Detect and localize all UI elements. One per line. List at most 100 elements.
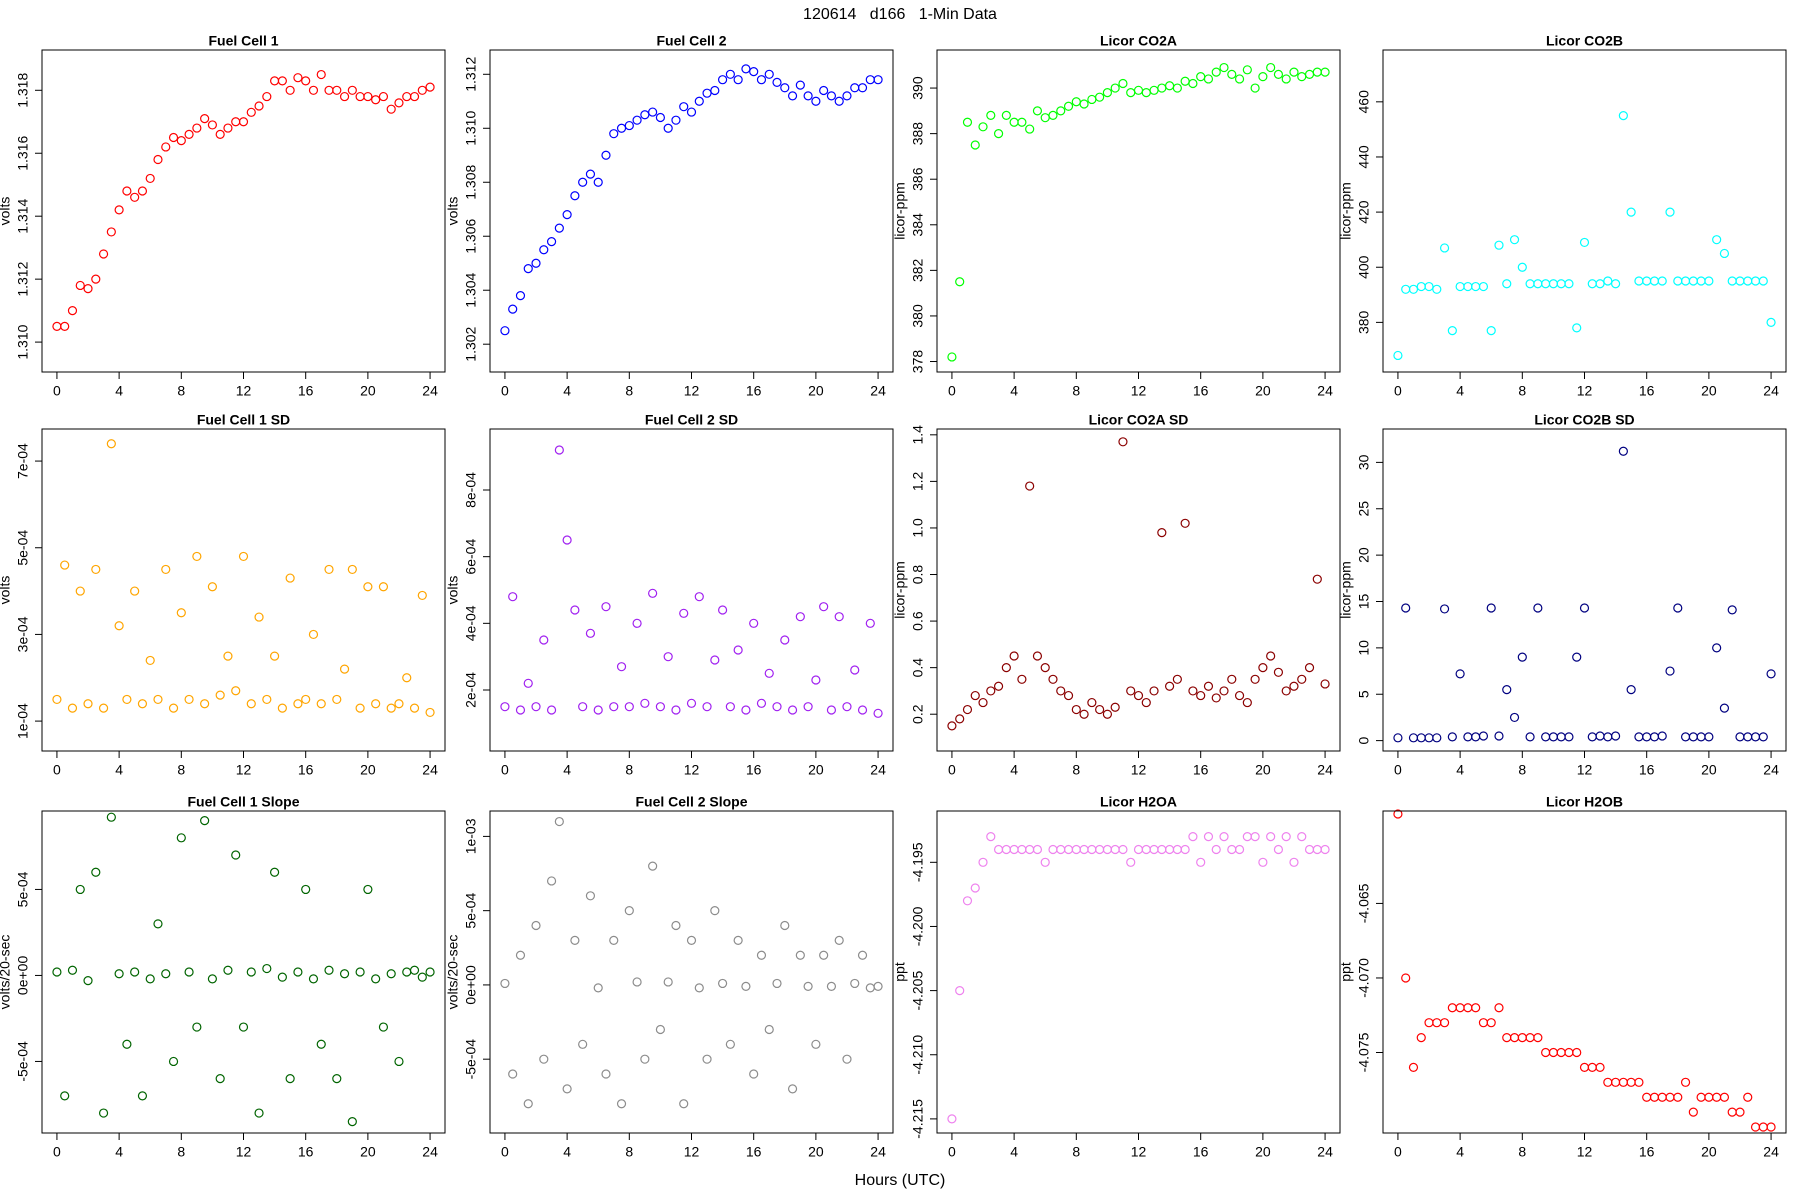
y-tick-label: -4.065	[1356, 883, 1372, 923]
data-point	[231, 686, 241, 696]
data-point	[609, 935, 619, 945]
data-point	[1266, 62, 1276, 73]
data-point	[955, 986, 965, 996]
data-point	[223, 651, 233, 661]
data-point	[106, 439, 116, 449]
y-tick-label: 5	[1356, 690, 1372, 698]
data-point	[223, 123, 233, 133]
data-point	[1133, 690, 1144, 701]
data-point	[1688, 1107, 1698, 1117]
data-point	[947, 1114, 957, 1124]
y-tick-label: 1e-03	[463, 818, 479, 854]
data-point	[780, 83, 790, 93]
data-point	[1494, 731, 1504, 741]
panel: Fuel Cell 1 Slope volts/20-sec 0 4 8 12 16 20 24…	[0, 794, 446, 1160]
data-point	[114, 205, 124, 215]
data-point	[1258, 857, 1268, 867]
data-point	[254, 101, 264, 111]
y-tick-label: 420	[1356, 200, 1372, 224]
x-tick-label: 20	[1255, 1144, 1271, 1160]
data-point	[1610, 279, 1621, 289]
data-point	[161, 564, 171, 575]
x-tick-label: 16	[746, 1144, 762, 1160]
plot-frame	[489, 428, 894, 752]
y-tick-label: 5e-04	[463, 893, 479, 929]
y-tick-label: 1.318	[15, 73, 31, 108]
data-point	[694, 983, 704, 993]
panel: Fuel Cell 2 Slope volts/20-sec 0 4 8 12 16 20 24…	[445, 794, 894, 1160]
data-point	[1704, 732, 1714, 742]
data-point	[978, 857, 988, 867]
data-point	[1141, 697, 1151, 708]
data-point	[91, 867, 101, 877]
data-point	[764, 668, 774, 678]
data-point	[1056, 106, 1066, 116]
data-point	[246, 107, 256, 117]
y-tick-label: -4.195	[910, 842, 926, 882]
x-tick-label: 8	[177, 383, 185, 399]
data-point	[546, 876, 557, 886]
data-point	[215, 1074, 225, 1084]
data-point	[725, 69, 735, 79]
data-point	[1704, 276, 1714, 286]
y-tick-label: 10	[1356, 640, 1372, 656]
x-tick-label: 16	[298, 1144, 314, 1160]
y-tick-label: 460	[1356, 90, 1372, 114]
data-point	[978, 697, 988, 708]
y-tick-label: 1.306	[463, 219, 479, 254]
data-point	[1673, 603, 1683, 613]
x-tick-label: 4	[563, 383, 571, 399]
y-axis-label: volts/20-sec	[445, 935, 461, 1010]
data-point	[562, 535, 572, 545]
data-point	[1273, 667, 1284, 677]
x-tick-label: 16	[298, 762, 314, 778]
data-point	[153, 919, 163, 929]
data-point	[161, 142, 171, 152]
x-tick-label: 12	[684, 383, 700, 399]
data-point	[207, 974, 218, 984]
y-axis-label: licor-ppm	[1338, 182, 1354, 240]
data-point	[1393, 733, 1403, 743]
data-point	[339, 91, 350, 102]
x-tick-label: 0	[501, 383, 509, 399]
data-point	[293, 73, 303, 83]
data-point	[795, 612, 805, 622]
data-point	[850, 665, 860, 675]
data-point	[122, 694, 132, 705]
data-point	[153, 154, 163, 165]
data-point	[1203, 74, 1214, 84]
y-tick-label: 6e-04	[463, 539, 479, 575]
plot-frame	[1382, 49, 1787, 373]
data-point	[238, 1022, 249, 1032]
data-point	[1025, 481, 1035, 491]
data-point	[1320, 844, 1330, 855]
data-point	[671, 920, 681, 931]
panel-title: Fuel Cell 1 Slope	[187, 794, 299, 810]
data-point	[640, 698, 650, 708]
data-point	[1579, 603, 1590, 613]
data-point	[1017, 117, 1027, 127]
data-point	[1502, 279, 1512, 289]
data-point	[970, 140, 980, 150]
data-point	[570, 935, 580, 945]
y-tick-label: 380	[910, 304, 926, 328]
data-point	[632, 115, 642, 125]
panel-title: Fuel Cell 1 SD	[197, 412, 290, 428]
data-point	[1680, 1077, 1691, 1087]
data-point	[539, 245, 549, 255]
data-point	[1432, 733, 1442, 743]
data-point	[285, 1074, 295, 1084]
y-axis-label: licor-ppm	[892, 561, 908, 619]
x-tick-label: 24	[422, 1144, 438, 1160]
y-axis-label: licor-ppm	[892, 182, 908, 240]
data-point	[756, 698, 767, 708]
data-point	[184, 694, 194, 705]
data-point	[842, 702, 852, 712]
x-tick-label: 20	[360, 1144, 376, 1160]
data-point	[1393, 809, 1403, 819]
data-point	[355, 967, 365, 977]
x-tick-label: 16	[1193, 762, 1209, 778]
data-point	[811, 675, 821, 685]
data-point	[378, 582, 389, 592]
data-point	[231, 850, 241, 860]
